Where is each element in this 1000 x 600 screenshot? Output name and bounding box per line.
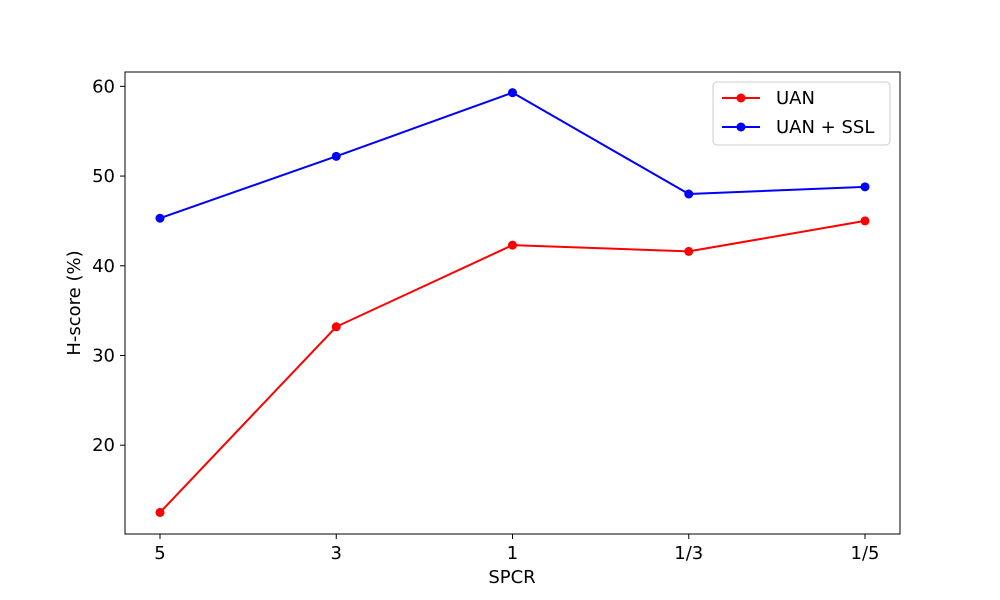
x-tick-label: 1 xyxy=(507,543,518,564)
data-point xyxy=(860,216,870,226)
x-tick-label: 3 xyxy=(331,543,342,564)
series-uan-ssl xyxy=(155,88,870,223)
x-tick-label: 5 xyxy=(154,543,165,564)
legend-marker xyxy=(736,122,746,132)
data-point xyxy=(860,182,870,192)
data-point xyxy=(684,246,694,256)
data-point xyxy=(331,322,341,332)
legend: UAN UAN + SSL xyxy=(712,81,891,146)
data-point xyxy=(508,240,517,250)
y-axis-label: H-score (%) xyxy=(64,250,85,355)
legend-label: UAN xyxy=(776,88,815,109)
y-tick-label: 30 xyxy=(92,345,115,366)
y-tick-label: 40 xyxy=(92,256,115,277)
x-axis-label: SPCR xyxy=(488,567,535,588)
series-layer xyxy=(155,88,870,517)
plot-area-frame xyxy=(124,71,901,535)
legend-label: UAN + SSL xyxy=(776,117,874,138)
x-tick-label: 1/3 xyxy=(674,543,703,564)
x-tick-label: 1/5 xyxy=(851,543,880,564)
data-point xyxy=(155,507,165,517)
data-point xyxy=(508,88,517,98)
y-tick-label: 60 xyxy=(92,76,115,97)
data-point xyxy=(155,213,165,223)
series-uan xyxy=(155,216,870,517)
tick-layer: 5 3 1 1/3 1/5 20 30 40 50 60 xyxy=(92,76,879,564)
data-point xyxy=(684,189,694,199)
data-point xyxy=(331,151,341,161)
series-line xyxy=(159,219,866,514)
y-tick-label: 50 xyxy=(92,166,115,187)
y-tick-label: 20 xyxy=(92,435,115,456)
legend-marker xyxy=(736,93,746,103)
